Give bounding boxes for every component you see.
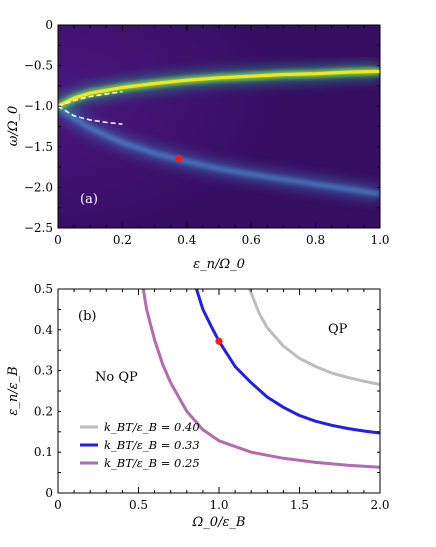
panel-b: 0 0.5 1.0 1.5 2.0 0 0.1 0.2 0.3 0.4 0.5 (b) QP No …: [6, 282, 390, 530]
legend: k_BT/ε_B = 0.40 k_BT/ε_B = 0.33 k_BT/ε_B =…: [80, 420, 200, 470]
series-line-1: [195, 289, 380, 435]
annotation-qp: QP: [328, 322, 348, 337]
lines-layer: [141, 289, 380, 469]
ylabel-b: ε_n/ε_B: [6, 366, 21, 415]
marker-point-b: [215, 337, 223, 345]
xlabel-b: Ω_0/ε_B: [192, 515, 246, 530]
x-tick-label: 0.6: [242, 233, 261, 247]
legend-label-0: k_BT/ε_B = 0.40: [104, 420, 200, 434]
axes-a: 0 0.2 0.4 0.6 0.8 1.0 0 −0.5 −1.0 −1.5 −2.0 −2.5: [24, 18, 390, 247]
x-tick-label: 0: [54, 233, 62, 247]
y-tick-label: 0.4: [34, 323, 53, 337]
lower-branch: [58, 104, 380, 196]
panel-b-label: (b): [78, 309, 96, 324]
marker-point-a: [175, 154, 183, 162]
y-tick-label: −1.0: [24, 99, 53, 113]
x-tick-label: 0.8: [306, 233, 325, 247]
y-tick-label: 0.2: [34, 404, 53, 418]
xlabel-a: ε_n/Ω_0: [193, 257, 245, 272]
x-tick-label: 0.5: [129, 498, 148, 512]
y-tick-label: −2.0: [24, 180, 53, 194]
panel-a-label: (a): [80, 192, 98, 207]
series-line-0: [248, 289, 380, 386]
y-tick-label: 0.5: [34, 282, 53, 296]
panel-a: 0 0.2 0.4 0.6 0.8 1.0 0 −0.5 −1.0 −1.5 −2.0 −2.5 (a…: [6, 18, 390, 272]
legend-label-1: k_BT/ε_B = 0.33: [104, 438, 200, 452]
y-tick-label: 0.1: [34, 445, 53, 459]
upper-branch: [58, 69, 380, 108]
x-tick-label: 0: [54, 498, 62, 512]
x-tick-label: 0.2: [113, 233, 132, 247]
legend-label-2: k_BT/ε_B = 0.25: [104, 456, 200, 470]
plot-area-b: [58, 289, 380, 493]
dashed-upper: [58, 90, 123, 107]
annotation-no-qp: No QP: [95, 370, 138, 385]
x-tick-label: 2.0: [370, 498, 389, 512]
y-tick-label: −1.5: [24, 140, 53, 154]
heatmap-background: [58, 25, 380, 228]
x-tick-label: 1.0: [209, 498, 228, 512]
heatmap-layer: [58, 63, 380, 201]
ylabel-a: ω/Ω_0: [6, 106, 21, 147]
y-tick-label: −0.5: [24, 59, 53, 73]
series-line-2: [141, 289, 380, 469]
y-tick-label: 0: [45, 18, 53, 32]
y-tick-label: 0: [45, 486, 53, 500]
dashed-lower: [58, 105, 123, 125]
x-tick-label: 0.4: [177, 233, 196, 247]
y-tick-label: 0.3: [34, 364, 53, 378]
y-tick-label: −2.5: [24, 221, 53, 235]
x-tick-label: 1.0: [370, 233, 389, 247]
x-tick-label: 1.5: [290, 498, 309, 512]
axes-b: 0 0.5 1.0 1.5 2.0 0 0.1 0.2 0.3 0.4 0.5: [34, 282, 390, 512]
